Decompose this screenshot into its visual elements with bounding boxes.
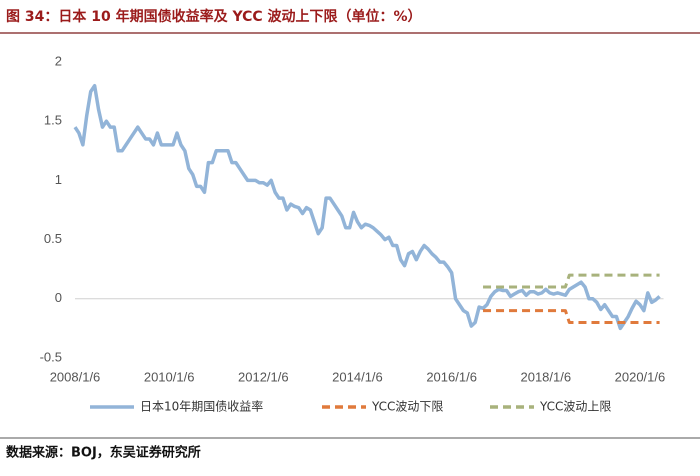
y-tick-label: 0.5 bbox=[44, 231, 62, 246]
legend-label: 日本10年期国债收益率 bbox=[140, 399, 263, 414]
series-line bbox=[73, 83, 661, 331]
y-tick-label: 1.5 bbox=[44, 113, 62, 128]
x-tick-label: 2018/1/6 bbox=[520, 369, 571, 384]
source: 数据来源：BOJ，东吴证券研究所 bbox=[6, 445, 201, 461]
x-tick-label: 2014/1/6 bbox=[332, 369, 383, 384]
legend-label: YCC波动上限 bbox=[539, 400, 611, 414]
chart-title: 图 34：日本 10 年期国债收益率及 YCC 波动上下限（单位：%） bbox=[6, 8, 422, 25]
x-tick-label: 2020/1/6 bbox=[615, 369, 666, 384]
series-line bbox=[483, 309, 660, 324]
series-line bbox=[483, 273, 660, 289]
y-tick-label: 2 bbox=[55, 53, 62, 68]
legend-label: YCC波动下限 bbox=[371, 400, 443, 414]
x-tick-label: 2012/1/6 bbox=[238, 369, 289, 384]
x-tick-label: 2010/1/6 bbox=[144, 369, 195, 384]
y-tick-label: 1 bbox=[55, 172, 62, 187]
y-tick-label: 0 bbox=[55, 290, 62, 305]
x-tick-label: 2008/1/6 bbox=[50, 369, 101, 384]
x-tick-label: 2016/1/6 bbox=[426, 369, 477, 384]
y-tick-label: -0.5 bbox=[40, 349, 62, 364]
